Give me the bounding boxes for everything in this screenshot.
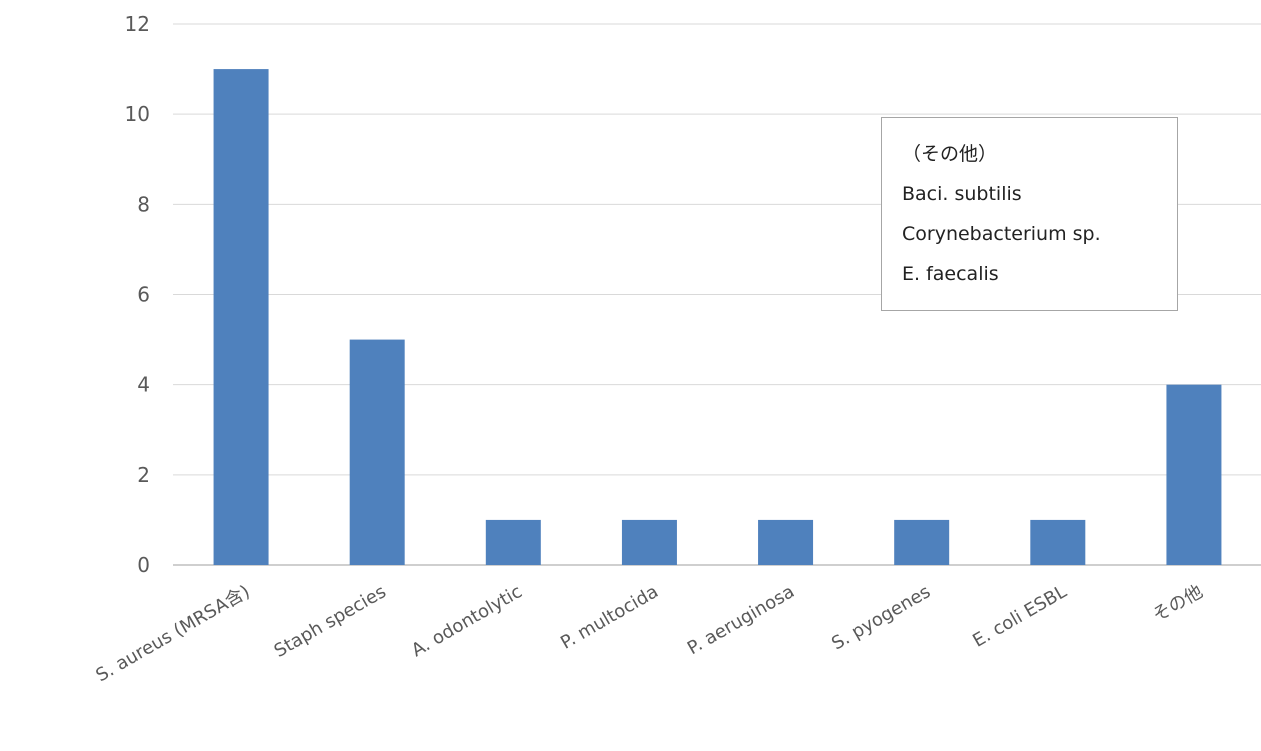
x-category-label: A. odontolytic	[408, 581, 526, 661]
note-title: （その他）	[902, 143, 998, 165]
y-tick-label: 12	[125, 12, 150, 36]
bars	[213, 69, 1222, 565]
y-tick-label: 8	[137, 192, 150, 216]
bar	[213, 69, 269, 565]
bar	[349, 339, 405, 565]
x-category-label: P. multocida	[557, 581, 662, 654]
x-category-label: E. coli ESBL	[969, 581, 1070, 651]
note-item: Baci. subtilis	[902, 183, 1022, 205]
y-tick-label: 4	[137, 373, 150, 397]
bar	[621, 519, 677, 565]
bar	[1030, 519, 1086, 565]
y-tick-label: 10	[125, 102, 150, 126]
note-item: E. faecalis	[902, 263, 999, 285]
y-tick-label: 2	[137, 463, 150, 487]
bar	[894, 519, 950, 565]
y-axis-tick-labels: 0 2 4 6 8 10 12	[125, 12, 150, 577]
y-tick-label: 0	[137, 553, 150, 577]
x-category-label: Staph species	[271, 581, 390, 662]
bar	[1166, 384, 1222, 565]
x-category-label: P. aeruginosa	[684, 581, 798, 659]
x-category-label: S. pyogenes	[828, 581, 934, 654]
x-axis-category-labels: S. aureus (MRSA含) Staph species A. odontol…	[92, 581, 1206, 686]
x-category-label: その他	[1149, 581, 1206, 626]
note-item: Corynebacterium sp.	[902, 223, 1101, 245]
y-tick-label: 6	[137, 283, 150, 307]
bar	[758, 519, 814, 565]
bar	[485, 519, 541, 565]
other-species-note: （その他） Baci. subtilis Corynebacterium sp.…	[881, 117, 1178, 311]
x-category-label: S. aureus (MRSA含)	[92, 581, 253, 686]
